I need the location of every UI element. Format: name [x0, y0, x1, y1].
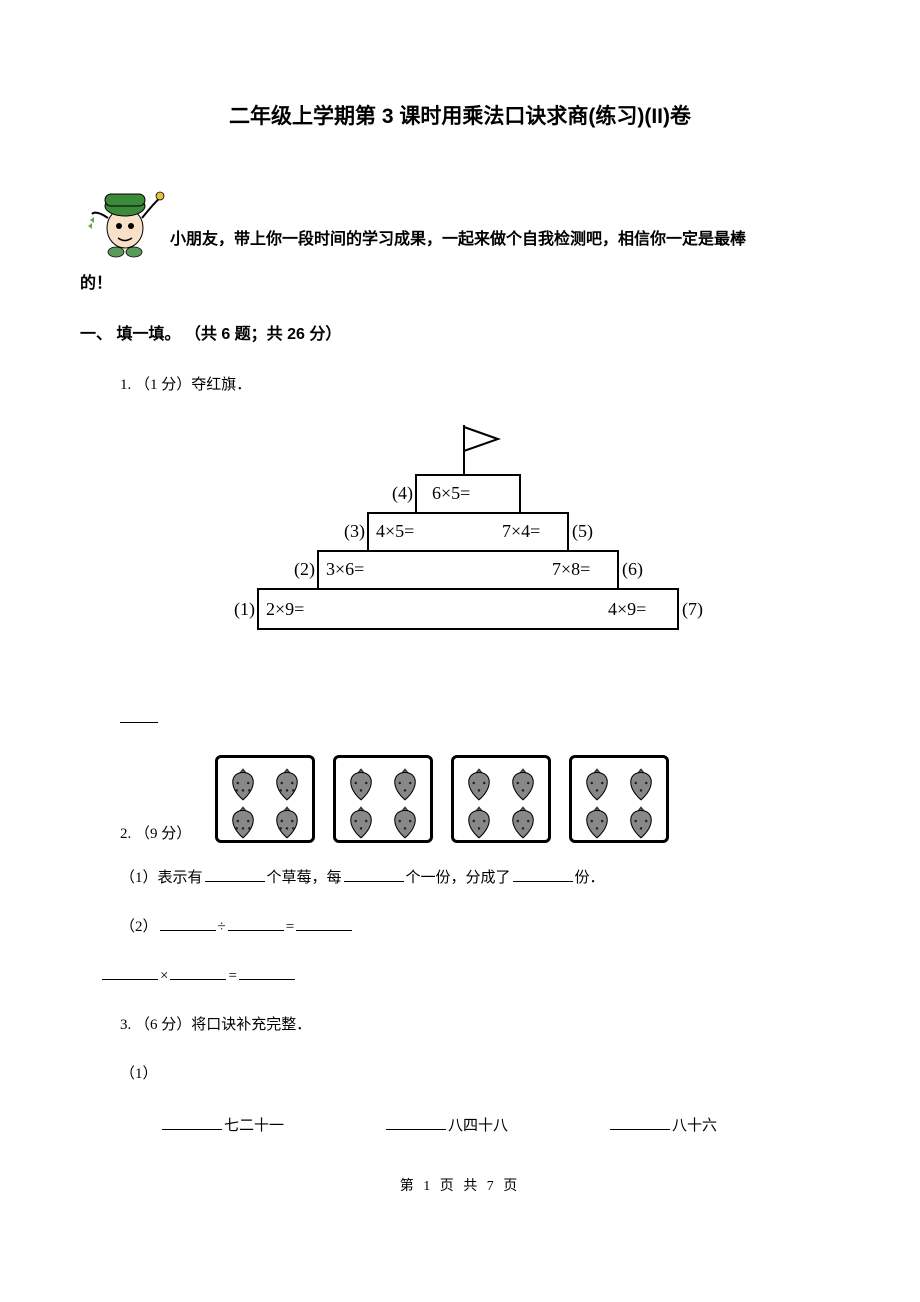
question-2-row: 2. （9 分）	[120, 755, 840, 843]
intro-text-2: 的！	[80, 268, 840, 300]
blank[interactable]	[228, 915, 284, 931]
kouju-item: 七二十一	[160, 1114, 284, 1135]
kouju-row: 七二十一 八四十八 八十六	[160, 1114, 840, 1135]
page-footer: 第 1 页 共 7 页	[80, 1175, 840, 1195]
q2-sub1-d: 份．	[575, 870, 605, 886]
mul-sign: ×	[160, 968, 168, 984]
blank[interactable]	[205, 866, 265, 882]
pyr-expr-1: 2×9=	[266, 599, 304, 619]
section-1-heading: 一、 填一填。 （共 6 题；共 26 分）	[80, 320, 840, 344]
eq-sign: =	[228, 968, 236, 984]
page-title: 二年级上学期第 3 课时用乘法口诀求商(练习)(II)卷	[80, 100, 840, 130]
pyr-expr-6: 7×8=	[552, 559, 590, 579]
kouju-b: 八四十八	[448, 1118, 508, 1134]
strawberry-box	[333, 755, 433, 843]
kouju-c: 八十六	[672, 1118, 717, 1134]
strawberry-box	[215, 755, 315, 843]
blank[interactable]	[239, 964, 295, 980]
blank[interactable]	[513, 866, 573, 882]
q2-sub2-label: （2）	[120, 919, 158, 935]
eq-sign: =	[286, 919, 294, 935]
question-2-label: 2. （9 分）	[120, 822, 191, 843]
blank[interactable]	[344, 866, 404, 882]
blank[interactable]	[386, 1114, 446, 1130]
pyramid-diagram: (4) 6×5= (3) 4×5= 7×4= (5) (2) 3×6= 7×8=…	[180, 419, 840, 684]
question-1: 1. （1 分）夺红旗．	[120, 372, 840, 399]
intro-text-1: 小朋友，带上你一段时间的学习成果，一起来做个自我检测吧，相信你一定是最棒	[170, 224, 746, 260]
kouju-item: 八十六	[608, 1114, 717, 1135]
blank[interactable]	[160, 915, 216, 931]
strawberry-box	[451, 755, 551, 843]
blank[interactable]	[162, 1114, 222, 1130]
pyr-label-3: (3)	[344, 521, 365, 542]
small-blank	[120, 706, 840, 733]
blank[interactable]	[296, 915, 352, 931]
pyr-expr-2: 3×6=	[326, 559, 364, 579]
blank[interactable]	[610, 1114, 670, 1130]
q2-sub1-b: 个草莓，每	[267, 870, 342, 886]
div-sign: ÷	[218, 919, 226, 935]
kouju-a: 七二十一	[224, 1118, 284, 1134]
pyr-expr-4: 6×5=	[432, 483, 470, 503]
q3-sub1: （1）	[120, 1061, 840, 1088]
pyr-label-5: (5)	[572, 521, 593, 542]
pyr-label-6: (6)	[622, 559, 643, 580]
pyr-label-1: (1)	[234, 599, 255, 620]
mascot-icon	[80, 180, 170, 260]
pyr-expr-7: 4×9=	[608, 599, 646, 619]
q2-sub2: （2） ÷ =	[120, 914, 840, 941]
q2-sub3: ×=	[100, 963, 840, 990]
pyr-expr-5: 7×4=	[502, 521, 540, 541]
q2-sub1-a: （1）表示有	[120, 870, 203, 886]
strawberry-box	[569, 755, 669, 843]
q2-sub1-c: 个一份，分成了	[406, 870, 511, 886]
pyr-label-4: (4)	[392, 483, 413, 504]
blank[interactable]	[170, 964, 226, 980]
page: 二年级上学期第 3 课时用乘法口诀求商(练习)(II)卷 小朋友，带上你一段时间…	[0, 0, 920, 1235]
pyr-label-7: (7)	[682, 599, 703, 620]
q2-sub1: （1）表示有 个草莓，每 个一份，分成了 份．	[120, 865, 840, 892]
pyr-label-2: (2)	[294, 559, 315, 580]
blank[interactable]	[102, 964, 158, 980]
question-3: 3. （6 分）将口诀补充完整．	[120, 1012, 840, 1039]
pyr-expr-3: 4×5=	[376, 521, 414, 541]
intro-row: 小朋友，带上你一段时间的学习成果，一起来做个自我检测吧，相信你一定是最棒	[80, 180, 840, 260]
kouju-item: 八四十八	[384, 1114, 508, 1135]
